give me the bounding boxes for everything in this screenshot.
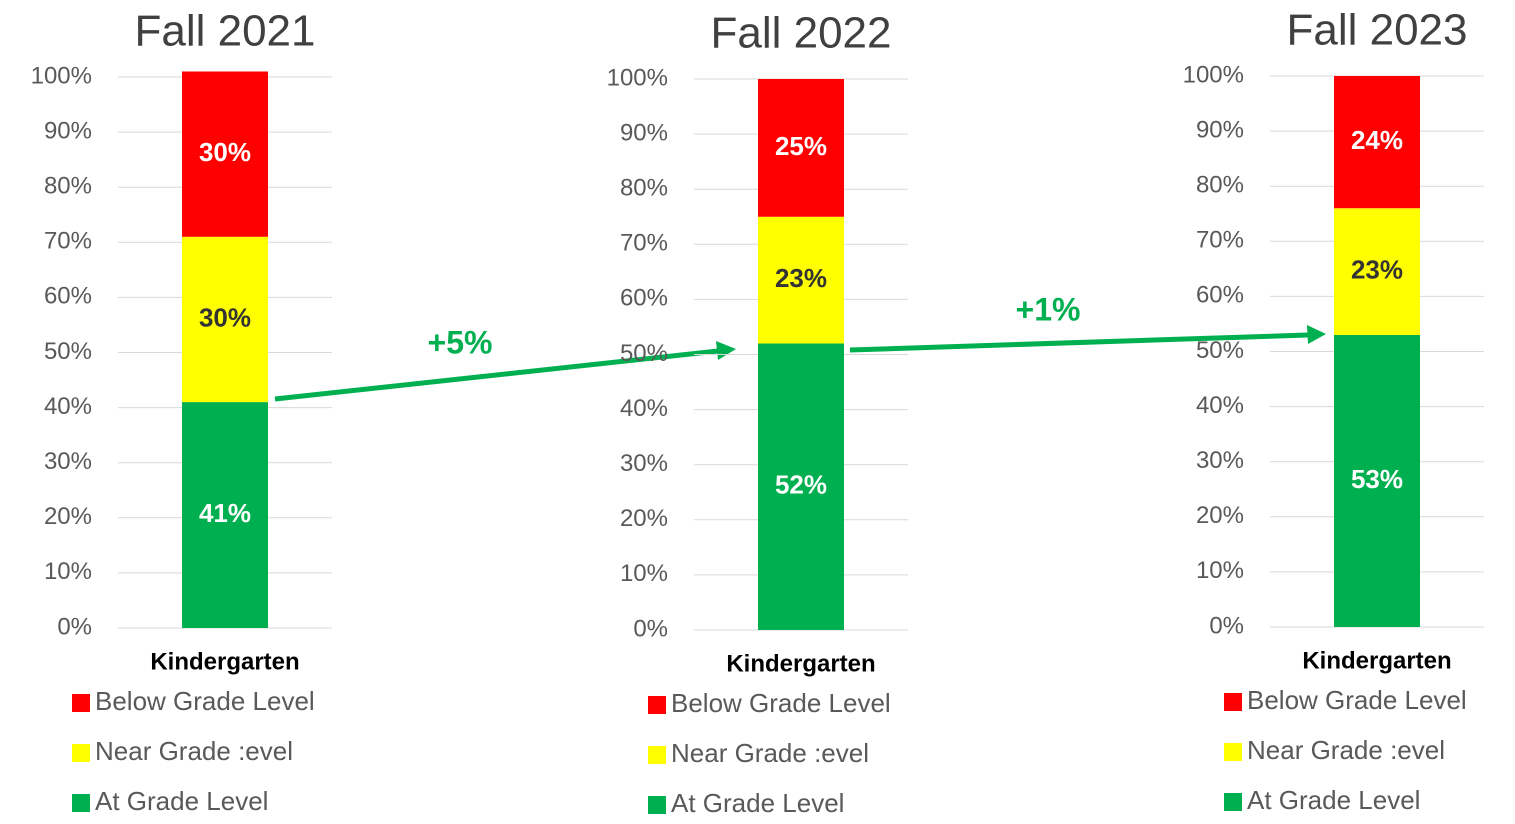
y-tick-label: 50% [620,340,668,367]
y-tick-label: 90% [44,117,92,144]
y-tick-label: 100% [31,62,92,89]
arrow-head [1307,325,1326,344]
legend-label: Below Grade Level [95,686,315,716]
legend-label: Near Grade :evel [1247,735,1445,765]
bar-segment [182,236,268,403]
bar-segment [758,79,844,217]
chart-title: Fall 2023 [1286,6,1467,55]
y-tick-label: 90% [1196,116,1244,143]
bar-segment [1334,76,1420,209]
legend-label: At Grade Level [671,788,844,818]
x-tick-label: Kindergarten [150,648,299,675]
y-tick-label: 0% [1209,612,1244,639]
y-tick-label: 80% [44,173,92,200]
y-tick-label: 80% [1196,172,1244,199]
y-tick-label: 20% [1196,502,1244,529]
y-tick-label: 30% [1196,447,1244,474]
x-tick-label: Kindergarten [1302,647,1451,674]
data-label: 53% [1351,464,1403,494]
data-label: 30% [199,137,251,167]
legend-label: At Grade Level [1247,785,1420,815]
y-tick-label: 30% [620,450,668,477]
annotation: +5% [428,324,493,360]
y-tick-label: 90% [620,119,668,146]
y-tick-label: 60% [1196,282,1244,309]
legend-swatch [72,744,90,762]
y-tick-label: 50% [44,338,92,365]
legend-swatch [648,746,666,764]
arrow-head [716,341,736,360]
y-tick-label: 70% [620,230,668,257]
legend-swatch [1224,693,1242,711]
x-tick-label: Kindergarten [726,650,875,677]
y-tick-label: 0% [633,615,668,642]
bar-segment [758,343,844,630]
legend-swatch [72,794,90,812]
y-tick-label: 60% [620,285,668,312]
arrow [849,332,1309,353]
legend-swatch [1224,743,1242,761]
y-tick-label: 100% [1183,61,1244,88]
legend-label: Near Grade :evel [671,738,869,768]
data-label: 25% [775,131,827,161]
y-tick-label: 50% [1196,337,1244,364]
annotation: +1% [1016,291,1081,327]
data-label: 23% [775,263,827,293]
y-tick-label: 10% [44,558,92,585]
data-label: 41% [199,498,251,528]
y-tick-label: 0% [57,613,92,640]
legend-swatch [648,796,666,814]
bar-segment [1334,334,1420,627]
y-tick-label: 40% [620,395,668,422]
data-label: 24% [1351,125,1403,155]
chart-title: Fall 2021 [134,7,315,56]
y-tick-label: 70% [1196,227,1244,254]
bar-segment [182,402,268,628]
y-tick-label: 60% [44,283,92,310]
arrow [274,348,719,402]
y-tick-label: 10% [1196,557,1244,584]
legend-label: At Grade Level [95,786,268,816]
y-tick-label: 70% [44,228,92,255]
bar-segment [758,216,844,344]
y-tick-label: 80% [620,175,668,202]
y-tick-label: 100% [607,64,668,91]
bar-segment [1334,208,1420,335]
legend-swatch [1224,793,1242,811]
y-tick-label: 30% [44,448,92,475]
data-label: 23% [1351,254,1403,284]
y-tick-label: 20% [44,503,92,530]
data-label: 52% [775,470,827,500]
chart-title: Fall 2022 [710,9,891,58]
legend-swatch [648,696,666,714]
legend-label: Below Grade Level [1247,685,1467,715]
bar-segment [182,71,268,237]
y-tick-label: 20% [620,505,668,532]
legend-label: Near Grade :evel [95,736,293,766]
y-tick-label: 40% [1196,392,1244,419]
legend-swatch [72,694,90,712]
y-tick-label: 10% [620,560,668,587]
legend-label: Below Grade Level [671,688,891,718]
data-label: 30% [199,302,251,332]
y-tick-label: 40% [44,393,92,420]
